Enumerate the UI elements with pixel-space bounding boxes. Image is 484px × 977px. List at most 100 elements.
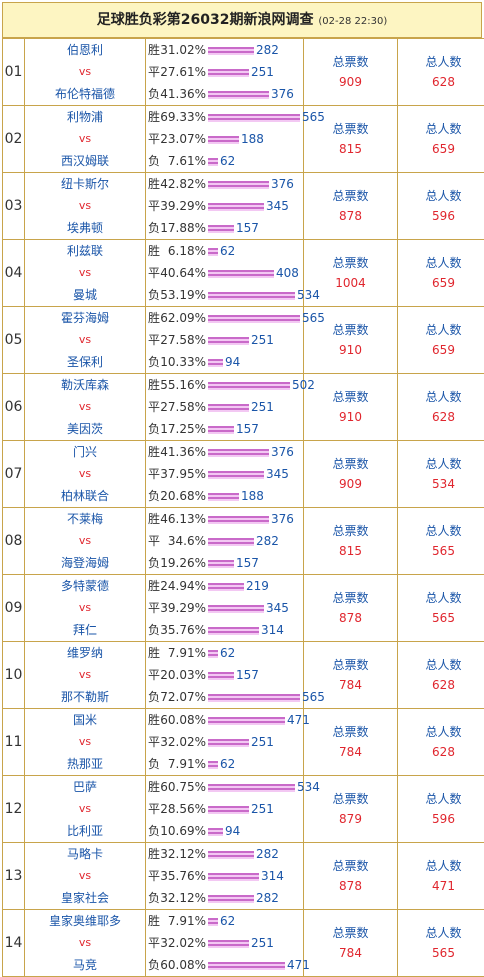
total-people-cell: 总人数 596: [398, 173, 484, 240]
loss-percent: 60.08%: [160, 954, 206, 976]
win-bar: [208, 583, 244, 591]
loss-percent: 20.68%: [160, 485, 206, 507]
loss-percent: 41.36%: [160, 83, 206, 105]
draw-label: 平: [148, 61, 160, 83]
away-team-link[interactable]: 曼城: [25, 284, 145, 306]
loss-percent: 35.76%: [160, 619, 206, 641]
away-team-link[interactable]: 那不勒斯: [25, 686, 145, 708]
home-team-link[interactable]: 勒沃库森: [25, 374, 145, 396]
total-votes-label: 总票数: [304, 253, 397, 273]
loss-bar: [208, 828, 223, 836]
draw-bar: [208, 337, 249, 345]
total-people-cell: 总人数 534: [398, 441, 484, 508]
win-label: 胜: [148, 307, 160, 329]
home-team-link[interactable]: 巴萨: [25, 776, 145, 798]
draw-label: 平: [148, 530, 160, 552]
vote-bars: 胜41.36%376 平37.95%345 负20.68%188: [146, 441, 304, 508]
home-team-link[interactable]: 多特蒙德: [25, 575, 145, 597]
away-team-link[interactable]: 皇家社会: [25, 887, 145, 909]
win-line: 胜32.12%282: [148, 843, 303, 865]
draw-line: 平40.64%408: [148, 262, 303, 284]
total-votes-label: 总票数: [304, 856, 397, 876]
draw-bar: [208, 672, 234, 680]
loss-label: 负: [148, 217, 160, 239]
away-team-link[interactable]: 海登海姆: [25, 552, 145, 574]
away-team-link[interactable]: 马竞: [25, 954, 145, 976]
vs-label: vs: [25, 798, 145, 820]
total-people-cell: 总人数 628: [398, 709, 484, 776]
draw-label: 平: [148, 731, 160, 753]
total-people-value: 596: [398, 206, 484, 226]
vote-bars: 胜60.75%534 平28.56%251 负10.69%94: [146, 776, 304, 843]
home-team-link[interactable]: 马略卡: [25, 843, 145, 865]
total-votes-value: 815: [304, 139, 397, 159]
draw-percent: 27.61%: [160, 61, 206, 83]
away-team-link[interactable]: 比利亚: [25, 820, 145, 842]
draw-label: 平: [148, 932, 160, 954]
loss-label: 负: [148, 552, 160, 574]
away-team-link[interactable]: 圣保利: [25, 351, 145, 373]
win-bar: [208, 449, 269, 457]
home-team-link[interactable]: 不莱梅: [25, 508, 145, 530]
away-team-link[interactable]: 西汉姆联: [25, 150, 145, 172]
win-percent: 55.16%: [160, 374, 206, 396]
away-team-link[interactable]: 布伦特福德: [25, 83, 145, 105]
win-percent: 60.08%: [160, 709, 206, 731]
draw-percent: 32.02%: [160, 932, 206, 954]
win-line: 胜42.82%376: [148, 173, 303, 195]
loss-count: 62: [220, 757, 235, 771]
total-people-label: 总人数: [398, 186, 484, 206]
home-team-link[interactable]: 伯恩利: [25, 39, 145, 61]
away-team-link[interactable]: 美因茨: [25, 418, 145, 440]
away-team-link[interactable]: 热那亚: [25, 753, 145, 775]
home-team-link[interactable]: 门兴: [25, 441, 145, 463]
total-votes-label: 总票数: [304, 722, 397, 742]
teams-cell: 皇家奥维耶多 vs 马竞: [25, 910, 146, 977]
total-people-value: 628: [398, 742, 484, 762]
loss-percent: 72.07%: [160, 686, 206, 708]
draw-bar: [208, 538, 254, 546]
total-votes-cell: 总票数 910: [304, 374, 398, 441]
home-team-link[interactable]: 霍芬海姆: [25, 307, 145, 329]
draw-label: 平: [148, 664, 160, 686]
total-votes-value: 910: [304, 340, 397, 360]
win-percent: 6.18%: [160, 240, 206, 262]
home-team-link[interactable]: 皇家奥维耶多: [25, 910, 145, 932]
away-team-link[interactable]: 柏林联合: [25, 485, 145, 507]
total-people-label: 总人数: [398, 856, 484, 876]
win-line: 胜62.09%565: [148, 307, 303, 329]
home-team-link[interactable]: 利物浦: [25, 106, 145, 128]
total-people-cell: 总人数 628: [398, 374, 484, 441]
home-team-link[interactable]: 维罗纳: [25, 642, 145, 664]
vs-label: vs: [25, 61, 145, 83]
vs-label: vs: [25, 463, 145, 485]
loss-bar: [208, 560, 234, 568]
home-team-link[interactable]: 国米: [25, 709, 145, 731]
total-votes-label: 总票数: [304, 387, 397, 407]
survey-panel: 足球胜负彩第26032期新浪网调查 (02-28 22:30) 01 伯恩利 v…: [2, 2, 482, 966]
home-team-link[interactable]: 利兹联: [25, 240, 145, 262]
match-number: 03: [3, 173, 25, 240]
away-team-link[interactable]: 拜仁: [25, 619, 145, 641]
total-people-value: 659: [398, 273, 484, 293]
win-bar: [208, 717, 285, 725]
loss-label: 负: [148, 619, 160, 641]
draw-bar: [208, 605, 264, 613]
teams-cell: 不莱梅 vs 海登海姆: [25, 508, 146, 575]
total-votes-value: 784: [304, 742, 397, 762]
draw-percent: 39.29%: [160, 195, 206, 217]
draw-line: 平37.95%345: [148, 463, 303, 485]
total-votes-cell: 总票数 878: [304, 843, 398, 910]
teams-cell: 霍芬海姆 vs 圣保利: [25, 307, 146, 374]
total-people-value: 534: [398, 474, 484, 494]
away-team-link[interactable]: 埃弗顿: [25, 217, 145, 239]
total-people-value: 659: [398, 139, 484, 159]
win-percent: 69.33%: [160, 106, 206, 128]
total-votes-cell: 总票数 909: [304, 39, 398, 106]
home-team-link[interactable]: 纽卡斯尔: [25, 173, 145, 195]
